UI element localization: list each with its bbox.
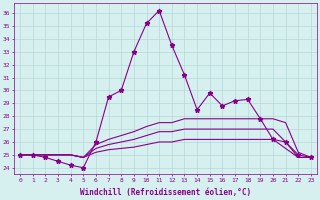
X-axis label: Windchill (Refroidissement éolien,°C): Windchill (Refroidissement éolien,°C) [80,188,251,197]
